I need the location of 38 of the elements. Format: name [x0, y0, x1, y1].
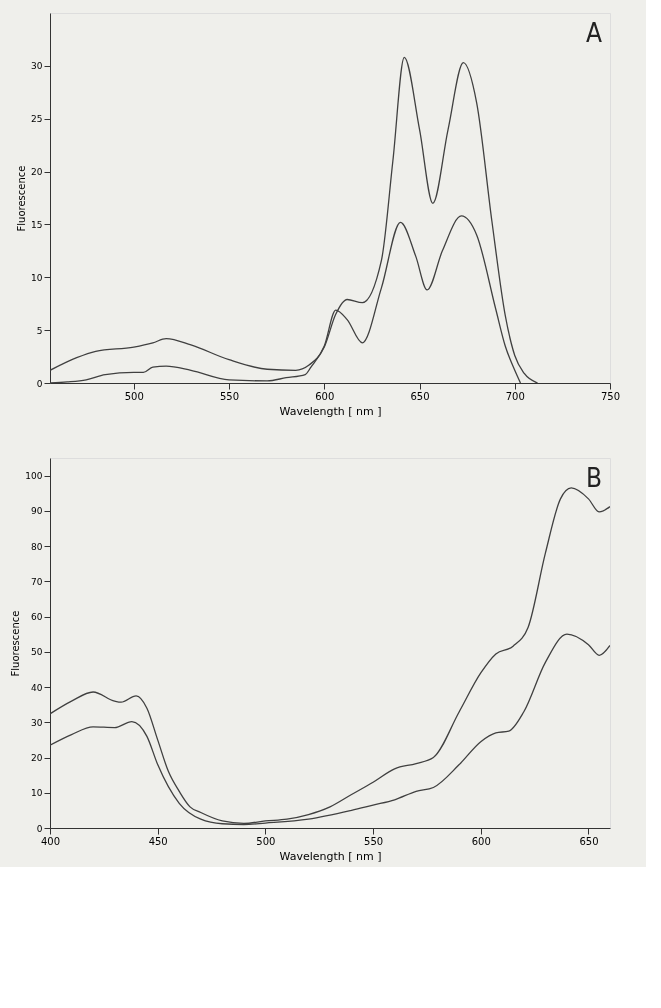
y-tick-label: 10	[31, 788, 43, 799]
x-tick-label: 550	[364, 835, 384, 847]
y-axis-title: Fluorescence	[16, 165, 28, 232]
x-tick-label: 500	[124, 390, 144, 402]
y-tick-label: 20	[31, 753, 43, 764]
x-tick-label: 600	[471, 835, 491, 847]
y-tick-label: 50	[31, 647, 43, 658]
y-tick-label: 15	[31, 219, 43, 230]
y-tick-label: 80	[31, 541, 43, 552]
line-series	[50, 56, 539, 383]
x-tick-label: 450	[148, 835, 168, 847]
x-tick-label: 700	[505, 390, 525, 402]
x-tick-label: 750	[600, 390, 621, 402]
y-tick-label: 40	[31, 682, 43, 693]
y-tick-label: 5	[36, 325, 43, 336]
y-axis-title: Fluorescence	[10, 610, 22, 677]
y-tick-label: 60	[31, 612, 43, 623]
y-tick-label: 90	[31, 506, 43, 517]
annotation: B	[585, 463, 602, 493]
annotation: A	[586, 18, 602, 48]
y-tick-label: 0	[36, 823, 43, 834]
x-tick-label: 650	[579, 835, 599, 847]
y-tick-label: 10	[31, 272, 43, 283]
y-tick-label: 25	[31, 114, 43, 125]
y-tick-label: 0	[36, 378, 43, 389]
y-tick-label: 20	[31, 167, 43, 178]
x-tick-label: 650	[410, 390, 430, 402]
x-tick-label: 550	[220, 390, 240, 402]
y-tick-label: 30	[31, 61, 43, 72]
x-tick-label: 600	[315, 390, 335, 402]
y-tick-label: 70	[31, 576, 43, 587]
x-axis-title: Wavelength [ nm ]	[279, 404, 382, 418]
line-series	[50, 487, 610, 825]
y-tick-label: 100	[25, 471, 43, 482]
y-tick-label: 30	[31, 717, 43, 728]
x-axis-title: Wavelength [ nm ]	[279, 849, 382, 863]
x-tick-label: 500	[256, 835, 276, 847]
x-tick-label: 400	[40, 835, 61, 847]
